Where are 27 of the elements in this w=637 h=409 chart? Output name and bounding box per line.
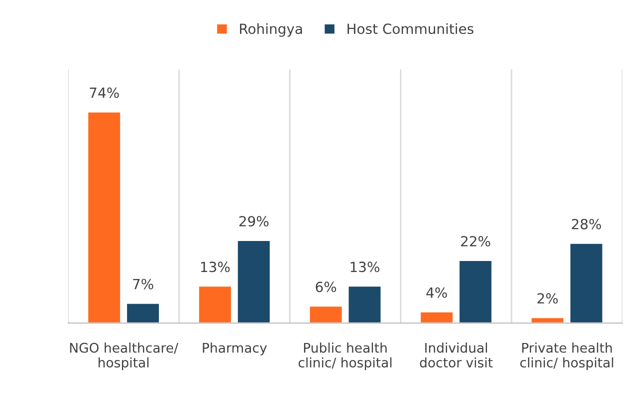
data-label: 74%	[90, 87, 119, 98]
data-label: 28%	[572, 218, 601, 230]
x-tick-label: Public health clinic/ hospital	[298, 342, 392, 370]
bar	[419, 310, 454, 324]
x-tick-label: Private health clinic/ hospital	[520, 342, 614, 370]
legend-label: Rohingya	[240, 23, 302, 37]
bar	[458, 260, 493, 324]
data-label: 13%	[201, 262, 230, 272]
data-label: 29%	[239, 216, 268, 226]
data-label: 2%	[538, 293, 558, 304]
legend-label: Host Communities	[348, 23, 474, 34]
bar	[86, 111, 122, 324]
data-label: 4%	[426, 287, 447, 298]
bar	[236, 240, 272, 324]
bar	[347, 285, 382, 324]
bar	[198, 285, 232, 324]
data-label: 6%	[316, 282, 336, 292]
data-label: 13%	[350, 262, 380, 272]
data-label: 22%	[461, 236, 490, 246]
bar	[126, 302, 160, 324]
bar	[569, 242, 604, 324]
bar	[530, 316, 565, 324]
x-tick-label: Pharmacy	[202, 342, 267, 356]
x-tick-label: NGO healthcare/ hospital	[70, 342, 178, 370]
x-tick-label: Individual doctor visit	[420, 342, 493, 368]
data-label: 7%	[133, 278, 154, 290]
bar	[308, 305, 344, 324]
